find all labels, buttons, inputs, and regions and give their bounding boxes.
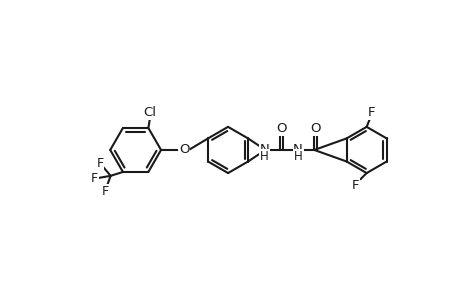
Text: O: O <box>275 122 286 135</box>
Text: F: F <box>91 172 98 185</box>
Text: N: N <box>292 143 302 156</box>
Text: F: F <box>96 157 104 170</box>
Text: F: F <box>101 184 108 197</box>
Text: O: O <box>309 122 319 135</box>
Text: O: O <box>179 143 189 157</box>
Text: H: H <box>293 150 302 163</box>
Text: F: F <box>367 106 374 119</box>
Text: Cl: Cl <box>143 106 156 119</box>
Text: H: H <box>259 150 268 163</box>
Text: N: N <box>259 143 269 156</box>
Text: F: F <box>351 179 359 192</box>
